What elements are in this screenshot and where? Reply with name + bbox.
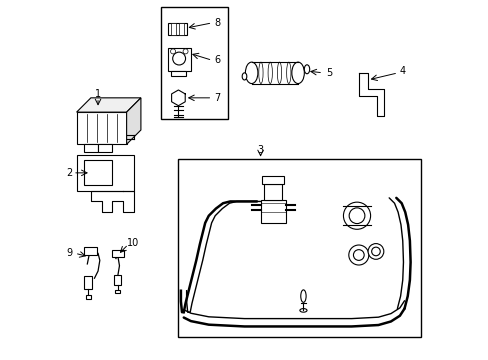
- Text: 7: 7: [214, 93, 220, 103]
- Bar: [112, 249, 123, 257]
- Text: 9: 9: [66, 248, 72, 258]
- Ellipse shape: [300, 290, 305, 302]
- Circle shape: [348, 208, 364, 224]
- Ellipse shape: [304, 65, 309, 74]
- Polygon shape: [77, 112, 126, 144]
- Bar: [167, 23, 187, 35]
- Bar: [83, 144, 98, 152]
- Text: 3: 3: [257, 145, 263, 155]
- Circle shape: [343, 202, 370, 229]
- Bar: [86, 296, 91, 299]
- Text: 5: 5: [326, 68, 332, 78]
- Bar: [178, 158, 421, 337]
- Bar: [114, 275, 121, 285]
- Text: 10: 10: [126, 238, 139, 248]
- Bar: [115, 290, 120, 293]
- Circle shape: [367, 244, 383, 259]
- Bar: [171, 23, 175, 35]
- Bar: [83, 247, 97, 255]
- Circle shape: [172, 52, 185, 65]
- Circle shape: [170, 49, 175, 54]
- Ellipse shape: [242, 73, 246, 80]
- Bar: [167, 48, 190, 71]
- Circle shape: [353, 249, 364, 260]
- Bar: [262, 176, 283, 184]
- Bar: [171, 71, 186, 76]
- Bar: [84, 276, 92, 289]
- Bar: [83, 160, 112, 185]
- Polygon shape: [77, 98, 141, 112]
- Ellipse shape: [299, 309, 306, 312]
- Bar: [264, 184, 282, 200]
- Text: 8: 8: [214, 18, 220, 28]
- Bar: [160, 7, 228, 119]
- Circle shape: [348, 245, 368, 265]
- Polygon shape: [126, 98, 141, 144]
- Circle shape: [371, 247, 380, 256]
- Ellipse shape: [245, 62, 257, 84]
- Text: 2: 2: [66, 168, 72, 178]
- Bar: [77, 155, 134, 191]
- Text: 1: 1: [95, 89, 101, 99]
- Bar: [260, 200, 285, 223]
- Ellipse shape: [291, 62, 304, 84]
- Text: 6: 6: [214, 55, 220, 65]
- Text: 4: 4: [399, 66, 405, 76]
- Bar: [179, 23, 183, 35]
- Bar: [98, 144, 112, 152]
- Circle shape: [183, 49, 188, 54]
